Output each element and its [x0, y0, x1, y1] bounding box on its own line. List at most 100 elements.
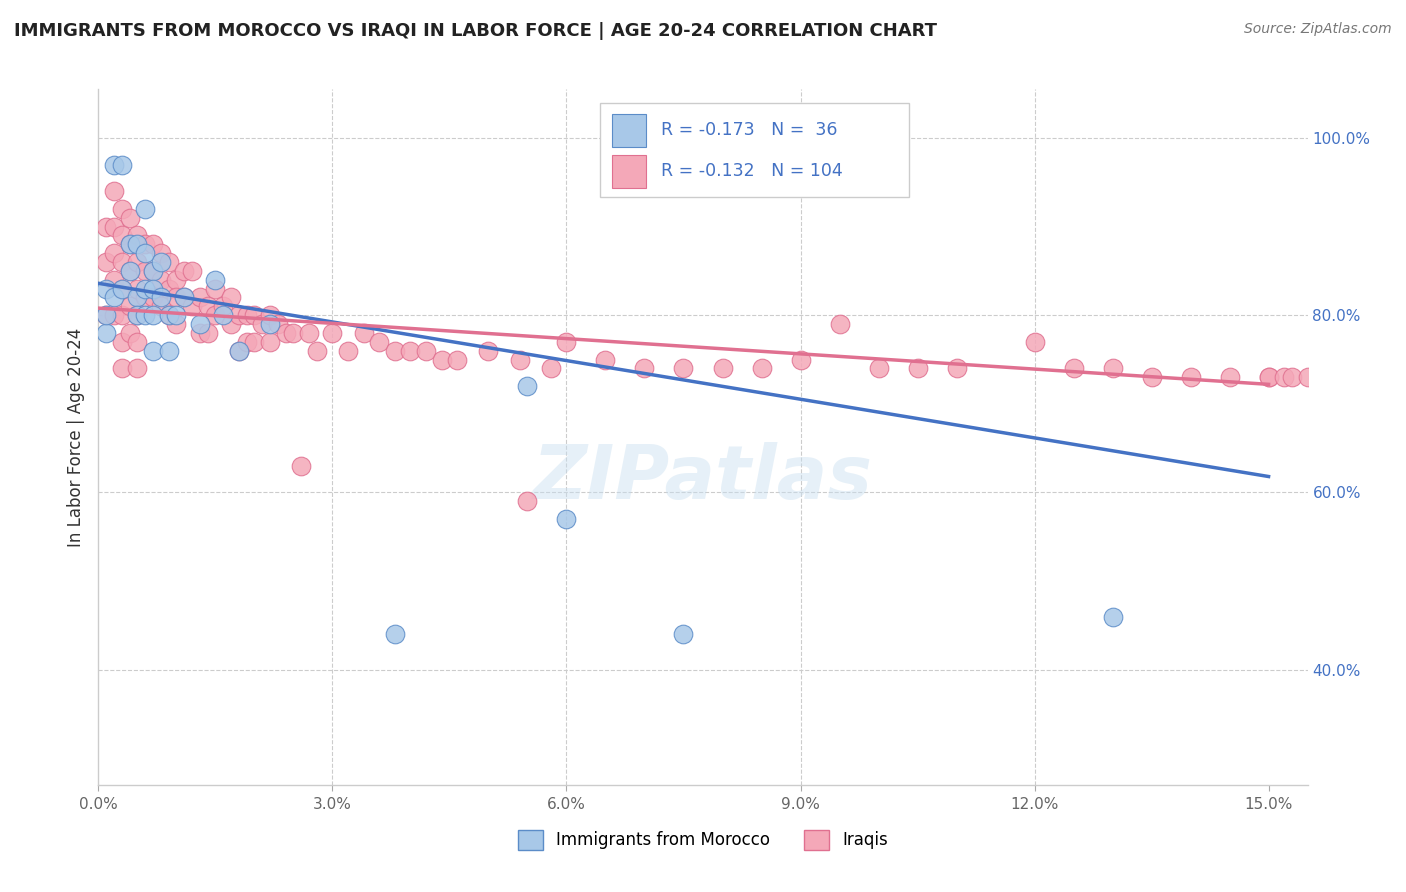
Point — [243, 334, 266, 349]
Point — [173, 291, 195, 305]
Point — [274, 326, 297, 340]
Point — [103, 308, 125, 322]
Point — [118, 211, 141, 225]
Point — [219, 291, 242, 305]
Point — [945, 361, 967, 376]
Point — [134, 282, 156, 296]
Point — [1257, 370, 1279, 384]
Point — [197, 299, 219, 313]
Point — [142, 282, 165, 296]
Point — [1272, 370, 1295, 384]
Point — [751, 361, 773, 376]
Point — [149, 291, 172, 305]
FancyBboxPatch shape — [613, 154, 647, 188]
Point — [555, 512, 578, 526]
Point — [127, 361, 149, 376]
Point — [118, 264, 141, 278]
Point — [188, 317, 211, 331]
Point — [181, 264, 204, 278]
Text: R = -0.132   N = 104: R = -0.132 N = 104 — [661, 162, 842, 180]
Point — [204, 308, 226, 322]
Point — [516, 494, 538, 508]
Point — [509, 352, 531, 367]
Point — [134, 246, 156, 260]
Point — [1219, 370, 1241, 384]
Point — [228, 343, 250, 358]
Point — [672, 361, 695, 376]
Point — [595, 352, 617, 367]
Point — [165, 308, 187, 322]
Point — [540, 361, 562, 376]
Point — [555, 334, 578, 349]
Point — [353, 326, 375, 340]
Point — [127, 282, 149, 296]
Point — [134, 237, 156, 252]
Point — [111, 202, 134, 216]
Point — [283, 326, 305, 340]
Point — [1101, 361, 1123, 376]
Point — [127, 237, 149, 252]
Point — [142, 308, 165, 322]
Point — [157, 282, 180, 296]
Point — [165, 317, 187, 331]
Point — [127, 308, 149, 322]
Point — [157, 308, 180, 322]
Point — [672, 627, 695, 641]
Point — [111, 282, 134, 296]
Point — [134, 202, 156, 216]
Point — [149, 299, 172, 313]
Point — [157, 255, 180, 269]
Point — [103, 157, 125, 171]
Point — [149, 255, 172, 269]
Point — [103, 219, 125, 234]
Point — [142, 264, 165, 278]
Point — [259, 317, 281, 331]
Text: R = -0.173   N =  36: R = -0.173 N = 36 — [661, 121, 837, 139]
Point — [212, 308, 235, 322]
Point — [96, 219, 118, 234]
Point — [111, 282, 134, 296]
Point — [415, 343, 437, 358]
Point — [134, 308, 156, 322]
Point — [118, 237, 141, 252]
Point — [118, 237, 141, 252]
Point — [149, 273, 172, 287]
Point — [337, 343, 360, 358]
Text: Source: ZipAtlas.com: Source: ZipAtlas.com — [1244, 22, 1392, 37]
Point — [103, 246, 125, 260]
Point — [181, 299, 204, 313]
Point — [212, 299, 235, 313]
Point — [127, 334, 149, 349]
Point — [446, 352, 468, 367]
Point — [243, 308, 266, 322]
Point — [118, 264, 141, 278]
Point — [1063, 361, 1085, 376]
Point — [149, 246, 172, 260]
Point — [907, 361, 929, 376]
Point — [157, 343, 180, 358]
Point — [142, 343, 165, 358]
Point — [228, 343, 250, 358]
Point — [1101, 609, 1123, 624]
Text: IMMIGRANTS FROM MOROCCO VS IRAQI IN LABOR FORCE | AGE 20-24 CORRELATION CHART: IMMIGRANTS FROM MOROCCO VS IRAQI IN LABO… — [14, 22, 936, 40]
Point — [259, 334, 281, 349]
Point — [368, 334, 391, 349]
Point — [204, 282, 226, 296]
Point — [142, 291, 165, 305]
Point — [1257, 370, 1279, 384]
Point — [142, 264, 165, 278]
Point — [118, 326, 141, 340]
Point — [96, 255, 118, 269]
Point — [298, 326, 321, 340]
Point — [1180, 370, 1202, 384]
Point — [96, 326, 118, 340]
Point — [142, 237, 165, 252]
Point — [204, 273, 226, 287]
Point — [111, 334, 134, 349]
Point — [96, 308, 118, 322]
Point — [134, 291, 156, 305]
Point — [165, 291, 187, 305]
Point — [165, 273, 187, 287]
Point — [127, 308, 149, 322]
Point — [197, 326, 219, 340]
